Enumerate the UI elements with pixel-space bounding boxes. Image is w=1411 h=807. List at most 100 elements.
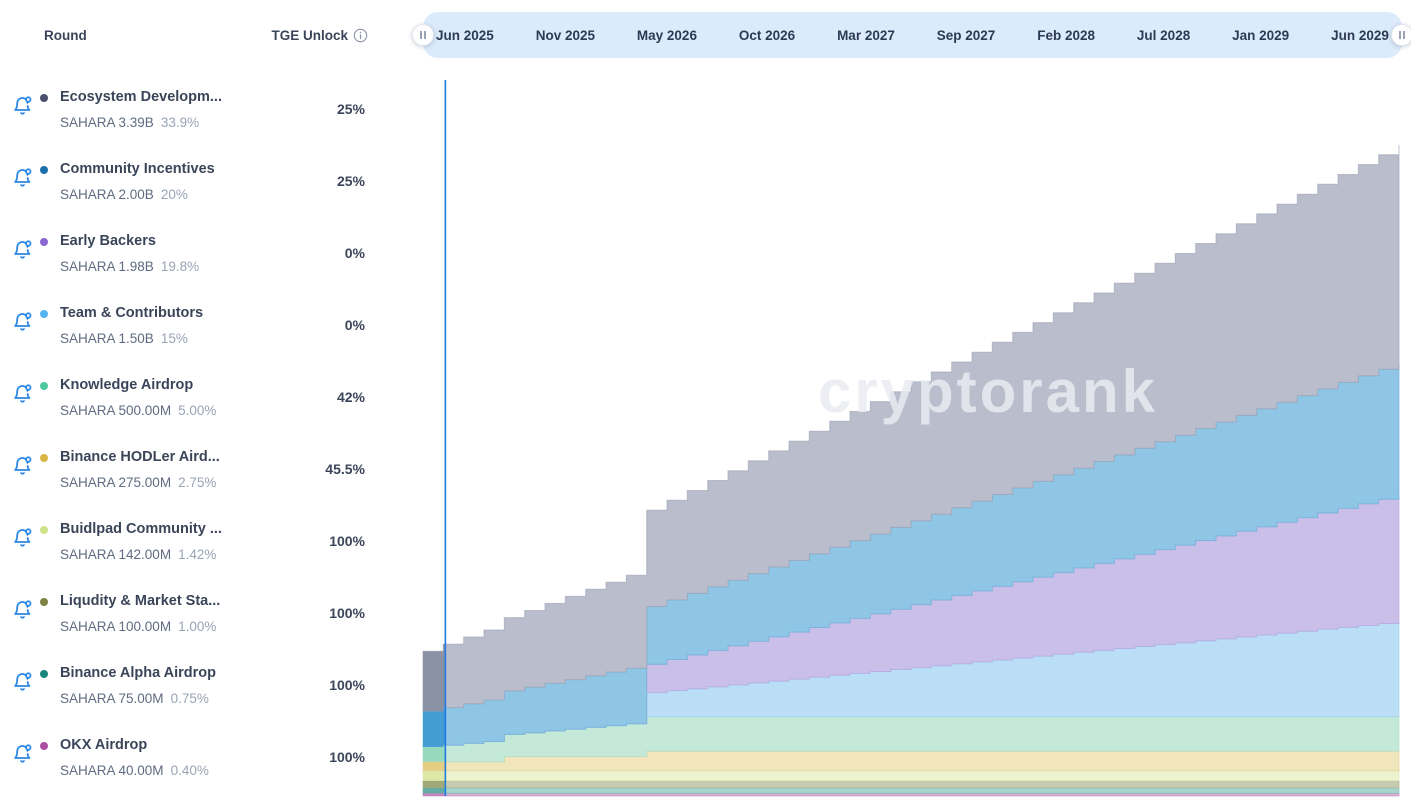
timeline-date-label: Nov 2025 [535,27,595,43]
round-allocation: SAHARA 75.00M 0.75% [60,691,245,706]
round-name: Ecosystem Developm... [60,89,222,105]
round-row[interactable]: Team & Contributors SAHARA 1.50B 15% 0% [0,301,423,373]
round-supply-share: 0.40% [170,763,209,778]
round-color-dot [40,526,48,534]
timeline-date-label: Sep 2027 [936,27,996,43]
timeline-date-label: Feb 2028 [1037,27,1096,43]
round-allocation: SAHARA 500.00M 5.00% [60,403,245,418]
round-token-amount: SAHARA 275.00M [60,475,172,490]
chart-layer-past [423,761,446,771]
round-name: Buidlpad Community ... [60,521,222,537]
round-color-dot [40,310,48,318]
round-token-amount: SAHARA 100.00M [60,619,172,634]
bell-subscribe-icon[interactable] [12,239,33,260]
round-color-dot [40,670,48,678]
tge-unlock-column-header: TGE Unlock [271,28,348,43]
rounds-list: Ecosystem Developm... SAHARA 3.39B 33.9% … [0,85,423,805]
timeline-date-label: Jul 2028 [1136,27,1191,43]
timeline-date-label: May 2026 [636,27,697,43]
chart-layer-past [423,644,446,712]
chart-layer[interactable] [422,780,1400,789]
round-name: Binance HODLer Aird... [60,449,220,465]
round-row[interactable]: Buidlpad Community ... SAHARA 142.00M 1.4… [0,517,423,589]
chart-layer-past [423,707,446,747]
round-row[interactable]: Binance Alpha Airdrop SAHARA 75.00M 0.75%… [0,661,423,733]
round-color-dot [40,166,48,174]
round-name: Team & Contributors [60,305,204,321]
round-tge-unlock-value: 45.5% [325,461,365,477]
bell-subscribe-icon[interactable] [12,527,33,548]
round-supply-share: 33.9% [160,115,200,130]
round-token-amount: SAHARA 40.00M [60,763,164,778]
round-name: OKX Airdrop [60,737,148,753]
bell-subscribe-icon[interactable] [12,599,33,620]
chart-layer[interactable] [422,787,1400,794]
round-token-amount: SAHARA 3.39B [60,115,154,130]
round-allocation: SAHARA 142.00M 1.42% [60,547,245,562]
timeline-date-label: Mar 2027 [837,27,895,43]
round-token-amount: SAHARA 500.00M [60,403,172,418]
round-color-dot [40,742,48,750]
round-tge-unlock-value: 25% [336,101,365,117]
round-row[interactable]: Community Incentives SAHARA 2.00B 20% 25% [0,157,423,229]
round-supply-share: 20% [160,187,188,202]
round-supply-share: 1.42% [178,547,217,562]
round-allocation: SAHARA 3.39B 33.9% [60,115,245,130]
bell-subscribe-icon[interactable] [12,671,33,692]
round-color-dot [40,238,48,246]
bell-subscribe-icon[interactable] [12,743,33,764]
chart-layer-past [423,793,446,796]
round-allocation: SAHARA 1.50B 15% [60,331,245,346]
round-tge-unlock-value: 100% [329,749,365,765]
chart-layer[interactable] [422,144,1400,712]
round-tge-unlock-value: 25% [336,173,365,189]
round-tge-unlock-value: 0% [344,245,365,261]
round-token-amount: SAHARA 1.50B [60,331,154,346]
round-row[interactable]: Liqudity & Market Sta... SAHARA 100.00M 1… [0,589,423,661]
timeline-date-label: Jun 2025 [436,27,494,43]
slider-right-handle-icon[interactable] [1391,24,1411,46]
round-supply-share: 1.00% [178,619,217,634]
chart-layer-past [423,770,446,781]
bell-subscribe-icon[interactable] [12,311,33,332]
round-tge-unlock-value: 0% [344,317,365,333]
round-supply-share: 0.75% [170,691,209,706]
round-row[interactable]: Knowledge Airdrop SAHARA 500.00M 5.00% 42… [0,373,423,445]
round-supply-share: 19.8% [160,259,200,274]
round-column-header: Round [44,28,87,43]
round-allocation: SAHARA 40.00M 0.40% [60,763,245,778]
round-row[interactable]: Ecosystem Developm... SAHARA 3.39B 33.9% … [0,85,423,157]
info-icon[interactable] [353,28,368,43]
round-name: Liqudity & Market Sta... [60,593,221,609]
bell-subscribe-icon[interactable] [12,383,33,404]
round-name: Knowledge Airdrop [60,377,194,393]
round-allocation: SAHARA 2.00B 20% [60,187,245,202]
timeline-range-slider[interactable]: Jun 2025 Nov 2025 May 2026 Oct 2026 Mar 2027… [412,12,1411,58]
round-row[interactable]: Early Backers SAHARA 1.98B 19.8% 0% [0,229,423,301]
round-row[interactable]: OKX Airdrop SAHARA 40.00M 0.40% 100% [0,733,423,805]
round-color-dot [40,382,48,390]
cryptorank-watermark: cryptorank [818,358,1158,425]
round-token-amount: SAHARA 142.00M [60,547,172,562]
round-color-dot [40,454,48,462]
timeline-date-label: Jun 2029 [1331,27,1389,43]
rounds-table-header: Round TGE Unlock [0,28,423,46]
bell-subscribe-icon[interactable] [12,167,33,188]
chart-layer[interactable] [422,770,1400,782]
round-name: Binance Alpha Airdrop [60,665,217,681]
round-allocation: SAHARA 275.00M 2.75% [60,475,245,490]
round-allocation: SAHARA 100.00M 1.00% [60,619,245,634]
round-tge-unlock-value: 100% [329,605,365,621]
chart-layer-past [423,745,446,762]
round-row[interactable]: Binance HODLer Aird... SAHARA 275.00M 2.7… [0,445,423,517]
slider-left-handle-icon[interactable] [412,24,434,46]
bell-subscribe-icon[interactable] [12,95,33,116]
round-name: Early Backers [60,233,156,249]
bell-subscribe-icon[interactable] [12,455,33,476]
round-supply-share: 5.00% [178,403,217,418]
round-supply-share: 2.75% [178,475,217,490]
round-tge-unlock-value: 42% [336,389,365,405]
round-token-amount: SAHARA 2.00B [60,187,154,202]
timeline-date-label: Oct 2026 [738,27,796,43]
